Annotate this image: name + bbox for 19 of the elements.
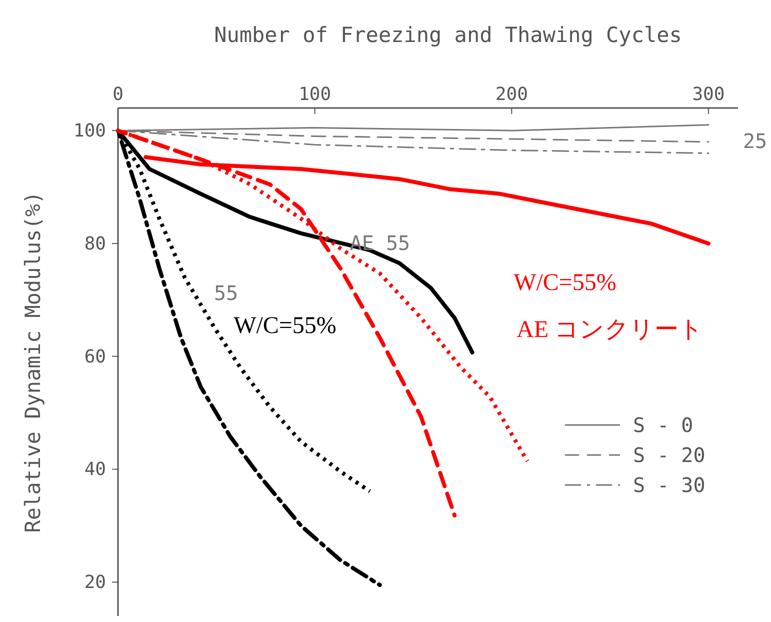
x-tick-label: 0	[112, 84, 124, 105]
annotation: W/C=55%	[234, 313, 336, 339]
y-tick-label: 40	[84, 459, 106, 480]
legend-label: S - 0	[633, 413, 694, 437]
legend-label: S - 20	[633, 443, 706, 467]
y-tick-label: 20	[84, 572, 106, 594]
text: 25	[742, 129, 768, 153]
x-tick-label: 200	[495, 84, 528, 105]
y-tick-label: 60	[84, 346, 106, 368]
x-tick-label: 100	[298, 84, 332, 105]
x-tick-label: 300	[692, 84, 725, 105]
annotation: AE コンクリート	[516, 317, 704, 343]
legend-label: S - 30	[633, 473, 706, 497]
annotation: W/C=55%	[514, 270, 616, 296]
y-tick-label: 80	[84, 233, 106, 254]
annotation: 55	[214, 281, 238, 305]
x-axis-title: Number of Freezing and Thawing Cycles	[214, 23, 682, 47]
y-axis-title: Relative Dynamic Modulus(%)	[21, 191, 45, 533]
y-tick-label: 100	[73, 120, 106, 142]
